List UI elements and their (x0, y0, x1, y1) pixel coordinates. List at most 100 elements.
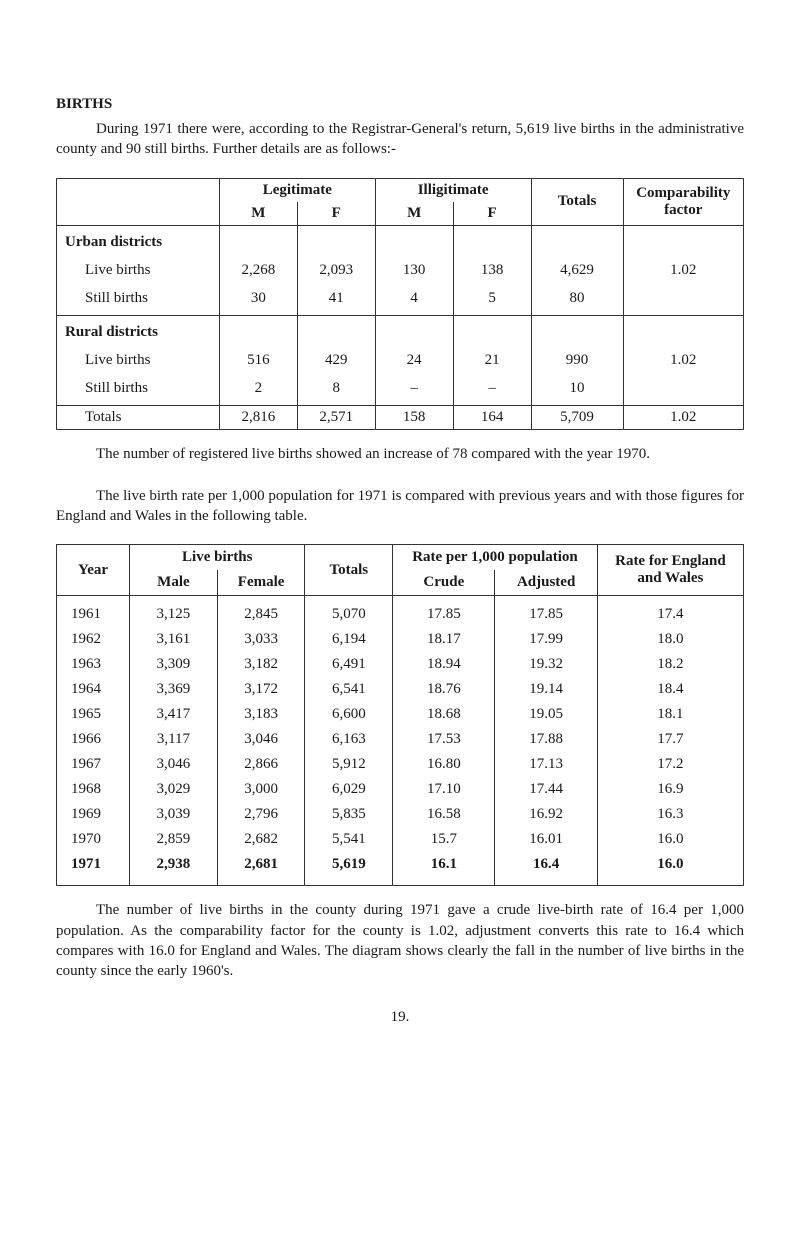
birth-rate-table: Year Live births Totals Rate per 1,000 p… (56, 544, 744, 886)
table-cell: 3,033 (217, 627, 305, 652)
table-cell: 3,039 (130, 802, 218, 827)
table-cell: 6,600 (305, 702, 393, 727)
t2-head-livebirths: Live births (130, 545, 305, 571)
table-cell: 17.4 (597, 596, 743, 628)
table-cell: 17.88 (495, 727, 597, 752)
table-cell: Live births (57, 349, 220, 372)
table-cell: 1970 (57, 827, 130, 852)
table-row: 19693,0392,7965,83516.5816.9216.3 (57, 802, 744, 827)
t2-head-totals: Totals (305, 545, 393, 596)
table-cell: 3,161 (130, 627, 218, 652)
table-cell: 18.4 (597, 677, 743, 702)
table-cell: 1.02 (623, 315, 743, 405)
page-number: 19. (56, 1009, 744, 1026)
table-cell: 19.32 (495, 652, 597, 677)
table-cell: 6,194 (305, 627, 393, 652)
table-cell: 15.7 (393, 827, 495, 852)
table-cell: 3,000 (217, 777, 305, 802)
table-cell: 17.7 (597, 727, 743, 752)
table-cell: 5,070 (305, 596, 393, 628)
table-cell: 2,845 (217, 596, 305, 628)
table-cell: 2,682 (217, 827, 305, 852)
table-row: 19683,0293,0006,02917.1017.4416.9 (57, 777, 744, 802)
table-row: 19712,9382,6815,61916.116.416.0 (57, 852, 744, 886)
table-cell: 17.13 (495, 752, 597, 777)
table-cell: 19.14 (495, 677, 597, 702)
table-cell (297, 315, 375, 349)
table-cell (453, 315, 531, 349)
table-cell: 3,309 (130, 652, 218, 677)
table-row: 19613,1252,8455,07017.8517.8517.4 (57, 596, 744, 628)
table-cell: 16.58 (393, 802, 495, 827)
table-cell: 1965 (57, 702, 130, 727)
table-cell: 2,866 (217, 752, 305, 777)
table-cell (531, 315, 623, 349)
table-cell: 2 (219, 372, 297, 406)
table-cell: 16.9 (597, 777, 743, 802)
table-cell: 4,629 (531, 259, 623, 282)
table-cell: 1963 (57, 652, 130, 677)
table-cell (297, 225, 375, 259)
intro-paragraph: During 1971 there were, according to the… (56, 119, 744, 160)
births-districts-table: Legitimate Illigitimate Totals Comparabi… (56, 178, 744, 430)
table-cell: 2,859 (130, 827, 218, 852)
table-cell: 16.01 (495, 827, 597, 852)
table-cell: 17.2 (597, 752, 743, 777)
table-cell: 18.17 (393, 627, 495, 652)
table-cell: 1961 (57, 596, 130, 628)
table-cell: 3,046 (130, 752, 218, 777)
table-cell: 6,163 (305, 727, 393, 752)
table-cell: 3,125 (130, 596, 218, 628)
table-cell: 6,029 (305, 777, 393, 802)
table-cell: 16.80 (393, 752, 495, 777)
t2-head-male: Male (130, 570, 218, 596)
t1-head-illigitimate: Illigitimate (375, 178, 531, 202)
table-cell: 17.10 (393, 777, 495, 802)
table-cell: Totals (57, 405, 220, 429)
table-cell (219, 225, 297, 259)
t2-head-year: Year (57, 545, 130, 596)
table-cell: 3,183 (217, 702, 305, 727)
table-cell: 16.1 (393, 852, 495, 886)
table-cell: 16.92 (495, 802, 597, 827)
table-cell: 2,938 (130, 852, 218, 886)
table-cell: 18.76 (393, 677, 495, 702)
table-cell: 17.44 (495, 777, 597, 802)
table-cell: 1968 (57, 777, 130, 802)
table-cell: 2,816 (219, 405, 297, 429)
t2-head-female: Female (217, 570, 305, 596)
table-cell (375, 315, 453, 349)
table-cell: 18.94 (393, 652, 495, 677)
table-cell: 5 (453, 282, 531, 316)
table-cell (453, 225, 531, 259)
table-cell: 429 (297, 349, 375, 372)
table-cell: 5,912 (305, 752, 393, 777)
table-cell: 5,619 (305, 852, 393, 886)
table-cell: – (453, 372, 531, 406)
t1-head-leg-m: M (219, 202, 297, 226)
table-row: 19663,1173,0466,16317.5317.8817.7 (57, 727, 744, 752)
table-cell: 16.0 (597, 827, 743, 852)
table-cell: 17.85 (393, 596, 495, 628)
table-cell: 24 (375, 349, 453, 372)
table-cell: 1964 (57, 677, 130, 702)
table-cell: Live births (57, 259, 220, 282)
table-cell: 5,709 (531, 405, 623, 429)
table-cell (375, 225, 453, 259)
table-row: 19623,1613,0336,19418.1717.9918.0 (57, 627, 744, 652)
table-cell: 16.4 (495, 852, 597, 886)
table-cell: 2,681 (217, 852, 305, 886)
table-cell: 5,835 (305, 802, 393, 827)
table-cell: 3,369 (130, 677, 218, 702)
table-cell: 19.05 (495, 702, 597, 727)
table-cell: 130 (375, 259, 453, 282)
table-cell: 30 (219, 282, 297, 316)
table-cell: 1966 (57, 727, 130, 752)
table-cell: 5,541 (305, 827, 393, 852)
table-cell: 158 (375, 405, 453, 429)
t2-head-rateper: Rate per 1,000 population (393, 545, 598, 571)
table-cell: 3,417 (130, 702, 218, 727)
table-row: 19643,3693,1726,54118.7619.1418.4 (57, 677, 744, 702)
table-cell: 4 (375, 282, 453, 316)
t1-head-ill-f: F (453, 202, 531, 226)
